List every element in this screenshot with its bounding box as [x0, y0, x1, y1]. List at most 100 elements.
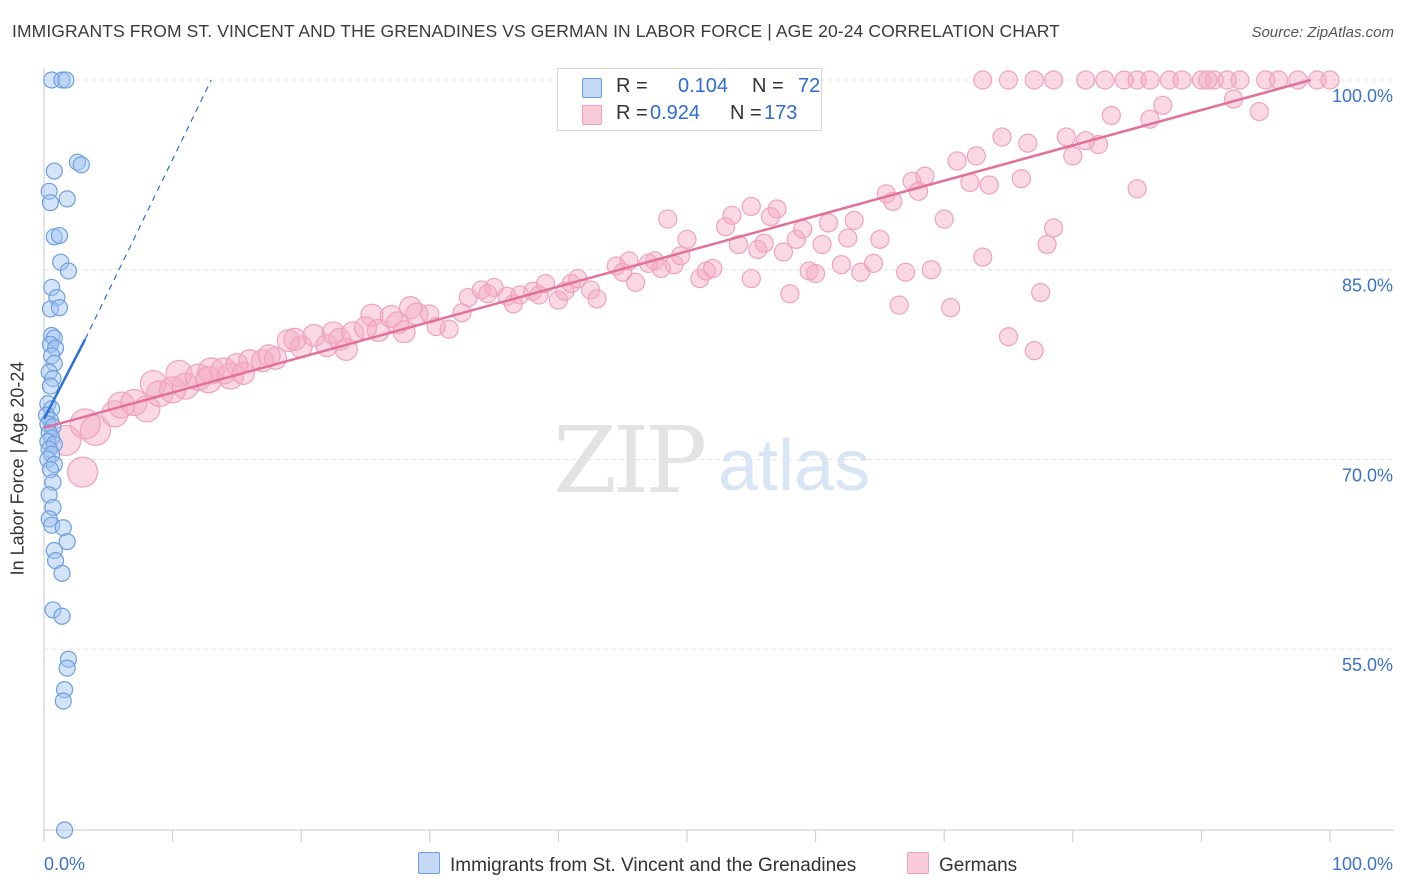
immigrant-point [44, 498, 62, 517]
german-point [1056, 127, 1076, 147]
german-point [812, 234, 832, 255]
immigrant-point [50, 299, 69, 317]
german-point [1249, 102, 1269, 122]
german-point [966, 146, 986, 166]
german-point [741, 196, 761, 217]
german-point [838, 228, 858, 248]
legend-n-value: 173 [764, 102, 798, 124]
german-point [1172, 70, 1192, 90]
bottom-legend-swatch-blue [418, 852, 440, 874]
watermark: ZIP atlas [553, 407, 870, 514]
german-point [302, 323, 326, 348]
legend-n-label: N = [730, 102, 762, 124]
bottom-legend-immigrants: Immigrants from St. Vincent and the Gren… [418, 852, 856, 877]
immigrant-point [45, 162, 63, 180]
german-point [741, 268, 761, 289]
german-point [79, 414, 112, 446]
immigrant-point [54, 519, 72, 537]
german-point [722, 205, 742, 225]
immigrant-point [53, 71, 71, 89]
german-point [979, 175, 999, 195]
germans-trend-line [43, 78, 1312, 430]
german-point [658, 209, 678, 229]
bottom-legend-label: Germans [939, 855, 1018, 876]
german-point [773, 242, 794, 262]
bottom-legend-germans: Germans [907, 852, 1017, 877]
german-point [831, 255, 851, 275]
german-point [973, 247, 993, 267]
immigrant-point [58, 659, 76, 677]
immigrant-point [44, 601, 62, 619]
immigrant-point [58, 190, 76, 208]
immigrant-point [45, 354, 63, 372]
german-point [1101, 105, 1121, 126]
german-point [998, 327, 1019, 347]
bottom-legend-swatch-pink [907, 852, 929, 874]
immigrant-point [43, 278, 61, 297]
german-point [1127, 179, 1147, 199]
watermark-zip: ZIP [553, 407, 704, 514]
german-point [1217, 70, 1237, 90]
german-point [1024, 70, 1044, 90]
immigrant-point [54, 692, 72, 710]
german-point [767, 199, 787, 219]
german-point [587, 289, 607, 309]
immigrant-point [59, 650, 78, 668]
immigrant-point [41, 300, 60, 318]
immigrants-trend-extension [84, 79, 212, 340]
legend-swatch-pink [582, 105, 602, 125]
german-point [889, 295, 909, 315]
x-tick-label: 100.0% [1332, 854, 1393, 874]
german-point [915, 166, 935, 186]
x-tick-label: 0.0% [44, 854, 85, 874]
immigrant-point [57, 71, 75, 89]
german-point [844, 210, 864, 230]
german-point [973, 70, 993, 90]
germans-points [50, 70, 1340, 488]
legend-n-value: 72 [798, 75, 821, 97]
german-point [1043, 70, 1064, 90]
german-point [439, 319, 459, 339]
immigrant-point [45, 435, 63, 453]
legend-r-value: 0.924 [650, 102, 701, 124]
immigrant-point [40, 486, 58, 504]
legend-r-label: R = [616, 75, 648, 97]
german-point [398, 296, 423, 320]
german-point [896, 262, 916, 282]
german-point [321, 321, 345, 345]
y-tick-label: 100.0% [1332, 86, 1393, 106]
y-tick-label: 55.0% [1342, 655, 1393, 675]
legend-swatch-blue [582, 78, 602, 98]
german-point [360, 303, 384, 327]
immigrants-points [37, 71, 90, 839]
german-point [998, 70, 1019, 90]
german-point [1063, 146, 1083, 166]
german-point [818, 213, 839, 233]
trend-lines [42, 78, 1312, 430]
german-point [941, 298, 961, 318]
immigrant-point [58, 533, 76, 551]
immigrant-point [53, 564, 71, 582]
immigrant-point [43, 326, 61, 345]
y-tick-labels: 55.0% 70.0% 85.0% 100.0% [1332, 86, 1393, 675]
german-point [715, 217, 736, 237]
german-point [934, 209, 954, 229]
x-tick-labels: 0.0% 100.0% [44, 854, 1393, 874]
german-point [947, 151, 967, 171]
german-point [728, 234, 749, 255]
german-point [1011, 169, 1031, 189]
german-point [921, 260, 941, 280]
german-point [379, 304, 403, 329]
german-point [703, 258, 723, 279]
german-point [786, 229, 806, 249]
chart-source: Source: ZipAtlas.com [1251, 24, 1394, 41]
german-point [870, 229, 890, 249]
immigrant-point [55, 821, 74, 839]
german-point [625, 272, 646, 292]
immigrant-point [41, 460, 60, 479]
german-point [754, 233, 774, 253]
german-point [1140, 70, 1160, 90]
german-point [1031, 282, 1051, 303]
german-point [1024, 341, 1044, 361]
bottom-legend-label: Immigrants from St. Vincent and the Gren… [450, 855, 857, 876]
